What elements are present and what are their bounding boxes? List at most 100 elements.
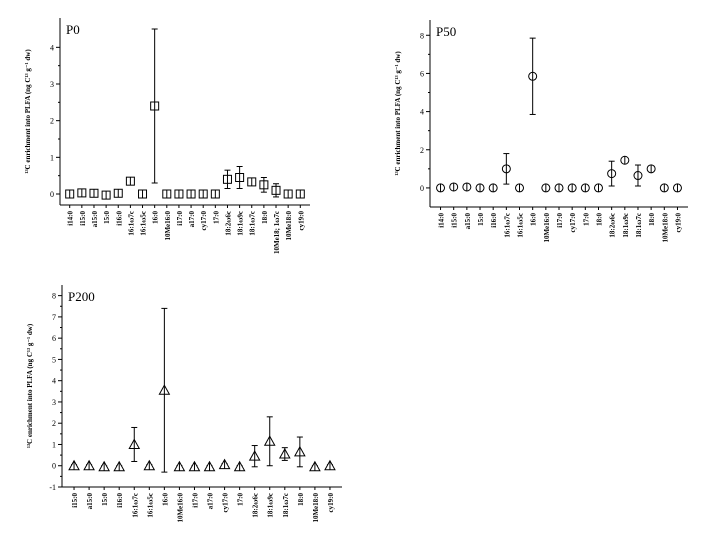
y-tick-label: 2 (50, 117, 54, 126)
data-point (554, 183, 564, 193)
panel-p50: 0 2 4 6 8 ¹³C enrichment into PLFA (ng C¹³ g⁻… (394, 20, 688, 243)
data-point (198, 189, 208, 199)
x-tick-label: 18:1ω9c (267, 493, 275, 518)
data-point (186, 189, 196, 199)
data-point (188, 460, 201, 472)
data-point (248, 445, 261, 468)
x-tick-label: i16:0 (115, 211, 123, 226)
x-tick-label: a15:0 (91, 211, 99, 228)
data-point (233, 460, 246, 472)
y-tick-label: 1 (50, 153, 54, 162)
x-tick-label: 17:0 (582, 213, 590, 226)
x-tick-label: a15:0 (86, 493, 94, 510)
data-point (162, 189, 172, 199)
x-tick-label: 10Me18:0 (285, 211, 293, 241)
data-point (98, 460, 111, 472)
x-tick-label: i16:0 (490, 213, 498, 228)
data-point (436, 183, 446, 193)
y-tick-label: 7 (52, 313, 56, 322)
x-tick-label: 18:0 (261, 211, 269, 224)
data-point (173, 460, 186, 472)
data-point (271, 183, 281, 198)
y-tick-label: 6 (52, 334, 56, 343)
data-point (449, 182, 459, 192)
y-axis-label: ¹³C enrichment into PLFA (ng C¹³ g⁻¹ dw) (24, 49, 32, 174)
data-point (293, 436, 306, 468)
data-point (462, 182, 472, 192)
x-tick-label: cy17:0 (222, 493, 230, 513)
data-point (210, 189, 220, 199)
y-tick-label: 2 (52, 419, 56, 428)
data-point (68, 459, 80, 471)
x-tick-label: 15:0 (103, 211, 111, 224)
data-point (501, 153, 511, 185)
x-tick-label: 10Me16:0 (164, 211, 172, 241)
data-point (593, 183, 603, 193)
x-tick-label: i16:0 (116, 493, 124, 508)
x-tick-label: 16:1ω5c (146, 493, 154, 518)
data-point (218, 458, 231, 470)
x-tick-label: cy19:0 (674, 213, 682, 233)
y-tick-label: 3 (50, 80, 54, 89)
y-tick-label: 0 (420, 184, 424, 193)
data-point (77, 188, 87, 198)
data-point (263, 416, 276, 467)
data-point (65, 189, 75, 199)
y-axis-label: ¹³C enrichment into PLFA (ng C¹³ g⁻¹ dw) (394, 51, 402, 176)
x-tick-label: 16:0 (530, 213, 538, 226)
data-point (475, 183, 485, 193)
x-tick-label: a17:0 (188, 211, 196, 228)
data-point (620, 155, 630, 165)
x-tick-label: 18:2ω6c (609, 213, 617, 238)
x-tick-label: 18:2ω6c (252, 493, 260, 518)
x-tick-label: 16:1ω7c (131, 493, 139, 518)
panel-title: P50 (436, 24, 456, 39)
x-tick-label: 16:1ω5c (140, 211, 148, 236)
x-tick-label: i17:0 (191, 493, 199, 508)
x-tick-label: i15:0 (79, 211, 87, 226)
x-tick-label: 10Me18:0 (312, 493, 320, 523)
panel-title: P200 (68, 289, 95, 304)
data-point (247, 177, 257, 187)
x-tick-label: 16:1ω7c (127, 211, 135, 236)
data-point (646, 164, 656, 174)
y-tick-label: 4 (420, 108, 424, 117)
data-point (580, 183, 590, 193)
data-point (128, 426, 141, 462)
data-point (278, 447, 291, 461)
y-tick-label: 3 (52, 398, 56, 407)
y-tick-label: 8 (420, 31, 424, 40)
data-point (125, 176, 135, 186)
y-tick-label: 6 (420, 69, 424, 78)
x-tick-label: 18:0 (595, 213, 603, 226)
x-tick-label: 10Me16:0 (543, 213, 551, 243)
data-point (143, 459, 156, 471)
x-tick-label: 15:0 (477, 213, 485, 226)
panel-p200: -1 0 1 2 3 4 5 6 7 8 ¹³C enrichment into PLFA (ng … (26, 285, 342, 523)
data-point (488, 183, 498, 193)
x-tick-label: i17:0 (556, 213, 564, 228)
y-tick-label: 0 (50, 190, 54, 199)
x-tick-label: i14:0 (438, 213, 446, 228)
data-point (515, 183, 525, 193)
panel-p0: 0 1 2 3 4 ¹³C enrichment into PLFA (ng C¹³ g⁻… (24, 18, 310, 254)
x-tick-label: cy17:0 (200, 211, 208, 231)
data-point (150, 28, 160, 184)
x-tick-label: 18:1ω9c (237, 211, 245, 236)
y-tick-label: 8 (52, 292, 56, 301)
x-tick-label: 10Me18:0 (661, 213, 669, 243)
x-tick-label: 10Me16:0 (176, 493, 184, 523)
data-point (528, 37, 538, 115)
x-tick-label: 18:1ω9c (622, 213, 630, 238)
x-tick-label: 17:0 (212, 211, 220, 224)
data-point (283, 189, 293, 199)
data-point (672, 183, 682, 193)
y-tick-label: 2 (420, 146, 424, 155)
x-tick-label: cy19:0 (327, 493, 335, 513)
x-tick-label: 18:0 (297, 493, 305, 506)
x-tick-label: 16:0 (152, 211, 160, 224)
data-point (295, 189, 305, 199)
x-tick-label: i15:0 (451, 213, 459, 228)
data-point (222, 169, 232, 189)
data-point (235, 166, 245, 189)
